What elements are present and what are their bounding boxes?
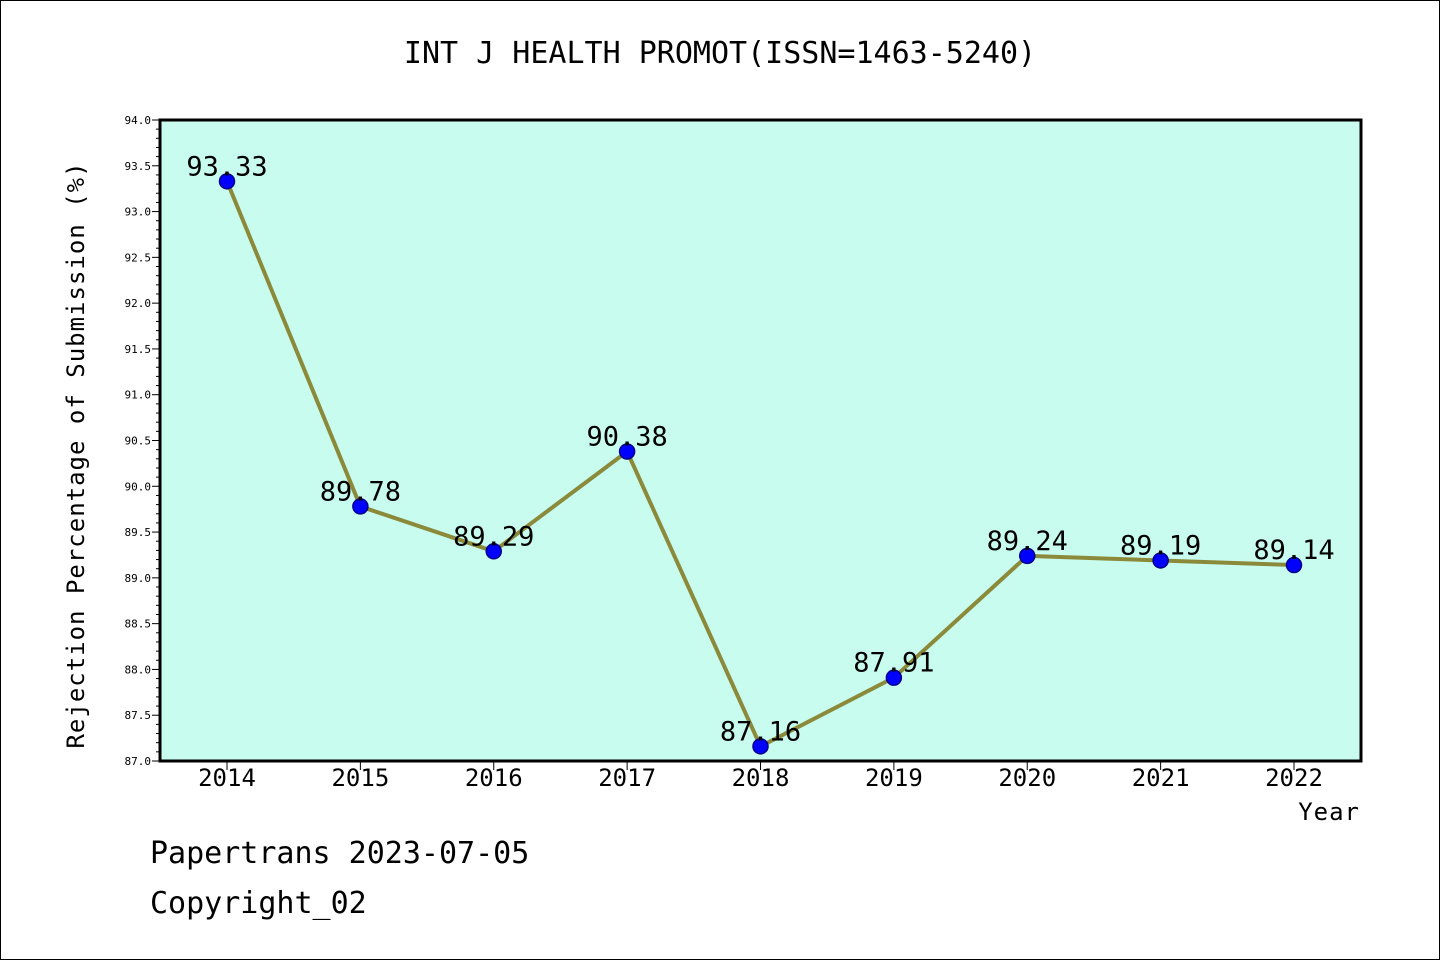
y-axis-ticks: 87.0 87.5 88.0 88.5 89.0 89.5 90.0 90.5 91.0 91.5…	[125, 114, 160, 768]
y-tick-label: 88.0	[125, 663, 152, 676]
y-tick-label: 90.5	[125, 435, 152, 448]
y-tick-label: 89.5	[125, 526, 152, 539]
data-label: 89.24	[987, 526, 1068, 557]
data-point	[352, 498, 369, 515]
data-point	[1285, 556, 1303, 574]
data-point	[752, 738, 769, 755]
y-axis-label: Rejection Percentage of Submission (%)	[62, 161, 90, 748]
x-tick-label: 2018	[732, 764, 790, 792]
x-tick-label: 2014	[198, 764, 256, 792]
x-tick-label: 2015	[331, 764, 389, 792]
data-label: 87.16	[720, 716, 801, 747]
footer-watermark: Papertrans 2023-07-05	[150, 836, 530, 871]
data-label: 89.78	[320, 476, 401, 507]
data-label: 93.33	[186, 151, 267, 182]
data-point	[485, 543, 502, 560]
series-layer	[218, 173, 1303, 755]
y-tick-label: 88.5	[125, 618, 152, 631]
data-label: 89.14	[1253, 535, 1334, 566]
x-axis-ticks: 2014 2015 2016 2017 2018 2019 2020 2021 2022	[198, 761, 1323, 792]
data-label: 87.91	[853, 648, 934, 679]
y-tick-label: 87.0	[125, 755, 152, 768]
x-tick-label: 2017	[598, 764, 656, 792]
y-tick-label: 90.0	[125, 480, 152, 493]
y-tick-label: 92.0	[125, 297, 152, 310]
y-tick-label: 93.0	[125, 206, 152, 219]
data-labels: 93.33 89.78 89.29 90.38 87.16 87.91 89.24 89.19…	[186, 151, 1334, 747]
y-tick-label: 91.0	[125, 389, 152, 402]
x-tick-label: 2021	[1132, 764, 1190, 792]
x-tick-label: 2019	[865, 764, 923, 792]
data-point	[618, 443, 636, 460]
y-tick-label: 91.5	[125, 343, 152, 356]
x-tick-label: 2022	[1265, 764, 1323, 792]
chart-title: INT J HEALTH PROMOT(ISSN=1463-5240)	[403, 36, 1037, 71]
x-tick-label: 2020	[998, 764, 1056, 792]
data-label: 89.29	[453, 521, 534, 552]
data-label: 89.19	[1120, 530, 1201, 561]
x-tick-label: 2016	[465, 764, 523, 792]
x-axis-label: Year	[1298, 798, 1360, 826]
data-point	[218, 173, 236, 190]
data-point	[1019, 547, 1036, 565]
y-tick-label: 94.0	[125, 114, 152, 127]
data-point	[1152, 552, 1169, 569]
data-label: 90.38	[586, 421, 667, 452]
data-point	[885, 669, 903, 686]
plot-area	[158, 118, 1363, 763]
y-tick-label: 87.5	[125, 709, 152, 722]
footer-copyright: Copyright_02	[150, 886, 367, 921]
y-tick-label: 92.5	[125, 251, 152, 264]
y-tick-label: 89.0	[125, 572, 152, 585]
y-tick-label: 93.5	[125, 160, 152, 173]
